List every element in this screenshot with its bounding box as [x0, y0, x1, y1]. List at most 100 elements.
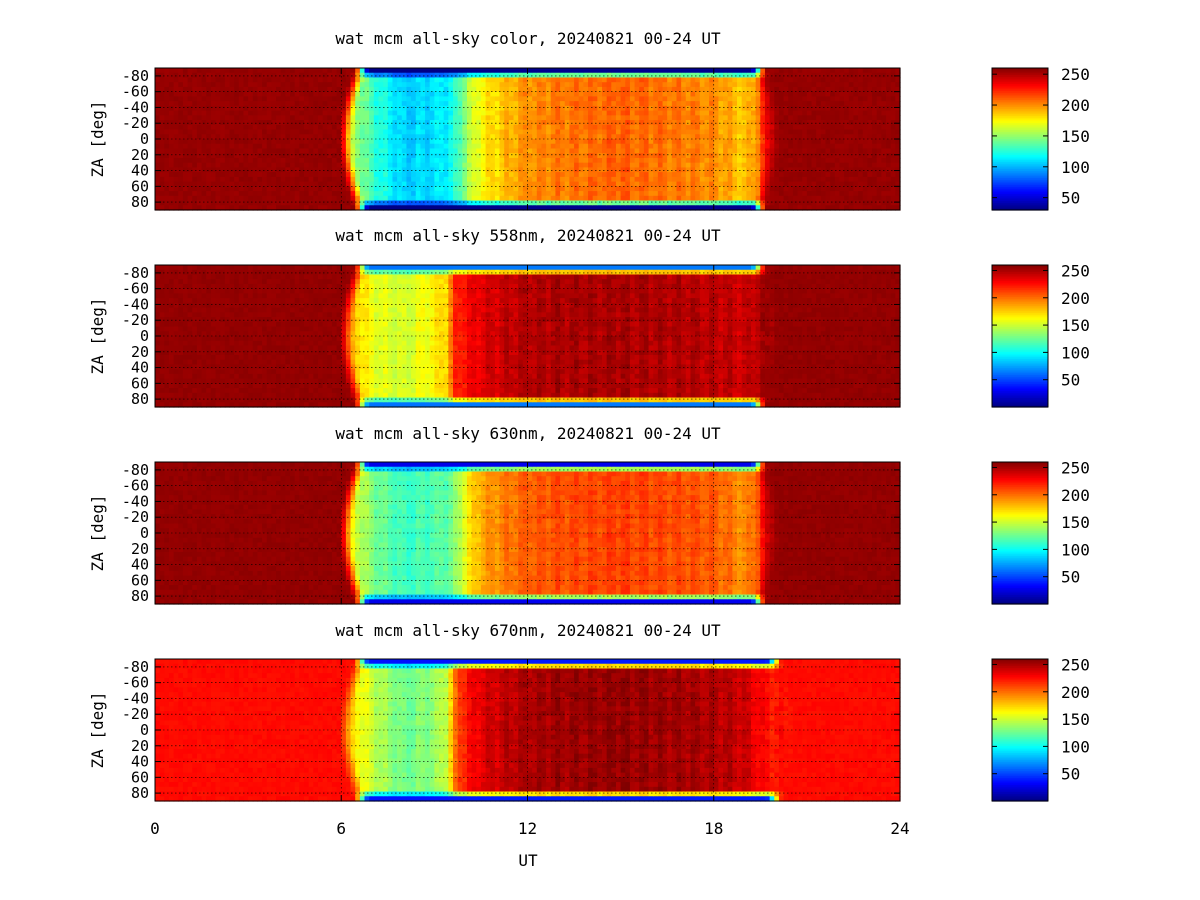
- heatmap-cell: [490, 167, 496, 173]
- heatmap-cell: [327, 91, 333, 97]
- heatmap-cell: [299, 124, 305, 131]
- heatmap-cell: [620, 176, 626, 183]
- heatmap-cell: [681, 181, 687, 187]
- heatmap-cell: [690, 157, 696, 164]
- heatmap-cell: [806, 181, 813, 187]
- heatmap-cell: [192, 153, 198, 159]
- heatmap-cell: [755, 157, 761, 164]
- heatmap-cell: [588, 68, 594, 74]
- heatmap-cell: [802, 91, 808, 97]
- heatmap-cell: [597, 205, 603, 211]
- heatmap-cell: [439, 157, 445, 164]
- heatmap-cell: [155, 298, 161, 304]
- heatmap-cell: [439, 124, 445, 131]
- heatmap-cell: [872, 143, 878, 150]
- heatmap-cell: [737, 129, 743, 135]
- heatmap-cell: [704, 91, 710, 97]
- heatmap-cell: [201, 105, 207, 112]
- heatmap-cell: [615, 148, 622, 154]
- heatmap-cell: [304, 181, 310, 187]
- heatmap-cell: [387, 176, 394, 183]
- heatmap-cell: [732, 205, 738, 211]
- heatmap-cell: [532, 153, 538, 159]
- heatmap-cell: [378, 134, 384, 140]
- heatmap-cell: [741, 139, 747, 145]
- heatmap-cell: [811, 77, 817, 83]
- heatmap-cell: [425, 148, 431, 154]
- heatmap-cell: [653, 143, 659, 150]
- heatmap-cell: [732, 153, 738, 159]
- heatmap-cell: [546, 153, 552, 159]
- heatmap-cell: [825, 139, 831, 145]
- heatmap-cell: [155, 129, 161, 135]
- heatmap-cell: [252, 86, 259, 93]
- heatmap-cell: [657, 148, 664, 154]
- heatmap-cell: [359, 162, 366, 168]
- heatmap-cell: [471, 181, 477, 187]
- heatmap-cell: [290, 129, 296, 135]
- heatmap-cell: [839, 205, 845, 211]
- heatmap-cell: [178, 72, 184, 79]
- heatmap-cell: [792, 110, 799, 116]
- heatmap-cell: [764, 82, 771, 88]
- heatmap-cell: [727, 167, 733, 173]
- heatmap-cell: [527, 200, 533, 206]
- heatmap-cell: [820, 96, 827, 102]
- heatmap-cell: [774, 162, 780, 168]
- heatmap-cell: [401, 200, 408, 206]
- heatmap-cell: [168, 186, 175, 192]
- heatmap-cell: [434, 176, 440, 183]
- heatmap-cell: [811, 191, 817, 197]
- heatmap-cell: [778, 148, 785, 154]
- heatmap-cell: [429, 195, 435, 202]
- heatmap-cell: [527, 129, 533, 135]
- heatmap-cell: [741, 172, 747, 178]
- heatmap-cell: [620, 157, 626, 164]
- heatmap-cell: [518, 91, 524, 97]
- heatmap-cell: [420, 205, 426, 211]
- heatmap-cell: [690, 91, 696, 97]
- heatmap-cell: [425, 181, 431, 187]
- heatmap-cell: [746, 129, 752, 135]
- heatmap-cell: [480, 200, 487, 206]
- heatmap-cell: [625, 143, 631, 150]
- heatmap-cell: [164, 148, 170, 154]
- heatmap-cell: [164, 200, 170, 206]
- heatmap-cell: [420, 72, 426, 79]
- heatmap-cell: [564, 200, 571, 206]
- heatmap-cell: [252, 77, 259, 83]
- heatmap-cell: [182, 96, 189, 102]
- heatmap-cell: [457, 105, 463, 112]
- heatmap-cell: [662, 134, 668, 140]
- heatmap-cell: [420, 148, 426, 154]
- heatmap-cell: [844, 181, 850, 187]
- heatmap-cell: [159, 82, 165, 88]
- heatmap-cell: [862, 129, 869, 135]
- heatmap-cell: [657, 205, 664, 211]
- heatmap-cell: [848, 148, 855, 154]
- heatmap-cell: [634, 200, 640, 206]
- heatmap-cell: [215, 124, 221, 131]
- heatmap-cell: [215, 148, 221, 154]
- heatmap-cell: [257, 129, 263, 135]
- heatmap-cell: [336, 129, 342, 135]
- heatmap-cell: [294, 115, 300, 121]
- heatmap-cell: [401, 205, 408, 211]
- heatmap-cell: [192, 82, 198, 88]
- heatmap-cell: [201, 91, 207, 97]
- heatmap-cell: [439, 101, 445, 107]
- heatmap-cell: [764, 72, 771, 79]
- heatmap-cell: [155, 195, 161, 202]
- heatmap-cell: [262, 124, 268, 131]
- heatmap-cell: [643, 77, 650, 83]
- heatmap-cell: [518, 162, 524, 168]
- heatmap-cell: [178, 77, 184, 83]
- heatmap-cell: [317, 167, 324, 173]
- heatmap-cell: [336, 157, 342, 164]
- heatmap-cell: [373, 139, 380, 145]
- heatmap-cell: [159, 191, 165, 197]
- heatmap-cell: [238, 181, 245, 187]
- heatmap-cell: [313, 86, 319, 93]
- heatmap-cell: [173, 162, 179, 168]
- heatmap-cell: [648, 120, 654, 126]
